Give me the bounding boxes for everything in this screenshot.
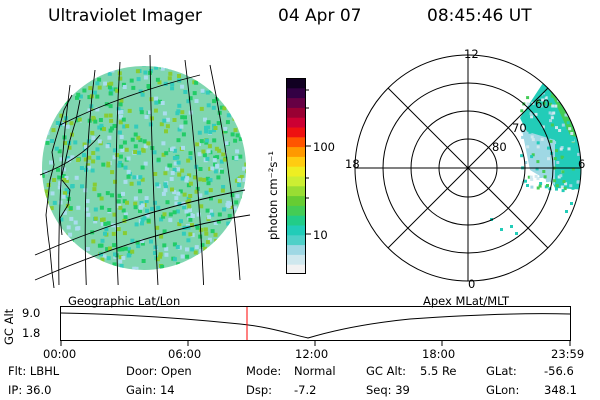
gcalt-label: GC Alt: <box>366 364 407 378</box>
altitude-curve <box>60 312 571 339</box>
apex-caption: Apex MLat/MLT <box>423 294 510 308</box>
altitude-ytick-bottom: 1.8 <box>22 326 41 340</box>
colorbar-tick-10: 10 <box>313 228 328 242</box>
date-label: 04 Apr 07 <box>278 6 362 26</box>
xtick-2359: 23:59 <box>551 347 585 361</box>
mlat-label-70: 70 <box>512 121 527 135</box>
emission-disk <box>42 66 246 270</box>
altitude-ytick-top: 9.0 <box>22 306 41 320</box>
ip-info: IP: 36.0 <box>8 383 52 397</box>
instrument-title: Ultraviolet Imager <box>48 6 202 26</box>
mlat-label-80: 80 <box>492 140 507 154</box>
altitude-plot <box>60 306 571 346</box>
lat-lon-grid <box>34 54 251 285</box>
dsp-label: Dsp: <box>246 383 273 397</box>
mode-label: Mode: <box>246 364 282 378</box>
xtick-1800: 18:00 <box>422 347 456 361</box>
door-info: Door: Open <box>126 364 192 378</box>
xtick-0600: 06:00 <box>168 347 202 361</box>
dsp-value: -7.2 <box>294 383 317 397</box>
mlt-label-6: 6 <box>578 157 586 171</box>
mlt-label-18: 18 <box>345 157 360 171</box>
glon-label: GLon: <box>486 383 520 397</box>
apex-polar-plot <box>354 54 582 282</box>
mlt-label-12: 12 <box>464 47 479 61</box>
colorbar <box>286 78 306 275</box>
coastline <box>45 94 81 289</box>
glon-value: 348.1 <box>544 383 577 397</box>
flt-info: Flt: LBHL <box>8 364 60 378</box>
geographic-image <box>34 54 251 289</box>
gcalt-value: 5.5 Re <box>420 364 457 378</box>
mode-value: Normal <box>294 364 336 378</box>
glat-value: -56.6 <box>544 364 574 378</box>
xtick-0000: 00:00 <box>43 347 77 361</box>
gain-info: Gain: 14 <box>126 383 175 397</box>
time-label: 08:45:46 UT <box>427 6 532 26</box>
mlt-label-0: 0 <box>468 277 476 291</box>
colorbar-tick-100: 100 <box>313 140 335 154</box>
auroral-emission <box>520 80 581 190</box>
glat-label: GLat: <box>486 364 517 378</box>
colorbar-label: photon cm⁻²s⁻¹ <box>266 151 280 240</box>
geographic-caption: Geographic Lat/Lon <box>68 294 181 308</box>
xtick-1200: 12:00 <box>295 347 329 361</box>
seq-info: Seq: 39 <box>366 383 410 397</box>
colorbar-axis <box>306 89 311 235</box>
mlat-label-60: 60 <box>535 97 550 111</box>
altitude-ylabel: GC Alt <box>2 308 16 345</box>
